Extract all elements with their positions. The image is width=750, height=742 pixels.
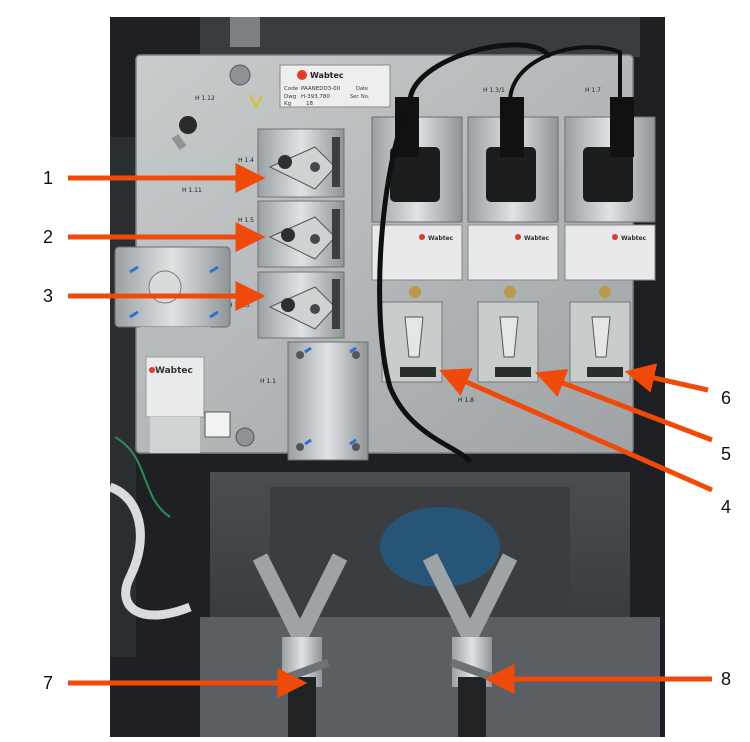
solenoid-valve-middle: Wabtec [467, 97, 559, 383]
tag-h11: H 1.1 [260, 378, 276, 385]
callout-number-8: 8 [720, 669, 731, 689]
solenoid-middle-logo-icon [515, 234, 521, 240]
test-point-key [171, 133, 187, 151]
cable-middle [508, 45, 622, 103]
arrow-6 [624, 363, 709, 393]
manifold-block-h11 [287, 341, 369, 461]
solenoid-valve-left: Wabtec [371, 97, 463, 383]
blue-seal-marks [129, 265, 219, 319]
plate-code-value: PAANEDD3-00 [301, 86, 341, 92]
tag-h111: H 1.11 [182, 187, 202, 194]
solenoid-right-brand: Wabtec [621, 235, 647, 242]
solenoid-left-brand: Wabtec [428, 235, 454, 242]
plate-brand: Wabtec [310, 71, 344, 80]
plate-code-label: Code [284, 86, 299, 92]
tag-h18: H 1.8 [458, 397, 474, 404]
nameplate: Wabtec Code PAANEDD3-00 Date Dwg H-393,7… [279, 64, 391, 108]
solenoid-middle-brand: Wabtec [524, 235, 550, 242]
solenoid-valve-right: Wabtec [564, 97, 656, 383]
wabtec-logo-icon [297, 70, 307, 80]
equipment-photo: Wabtec Code PAANEDD3-00 Date Dwg H-393,7… [110, 17, 665, 737]
tag-h15: H 1.5 [238, 217, 254, 224]
plate-dwg-label: Dwg [284, 94, 296, 100]
callout-number-4: 4 [720, 497, 731, 517]
green-wire [114, 436, 171, 518]
top-bracket [230, 17, 260, 47]
tag-h14: H 1.4 [238, 157, 254, 164]
callout-number-7: 7 [42, 673, 53, 693]
solenoid-right-logo-icon [612, 234, 618, 240]
callout-number-1: 1 [42, 168, 53, 188]
plate-kg-label: Kg [284, 101, 291, 107]
plate-kg-value: 18 [306, 101, 313, 107]
filter-brand: Wabtec [155, 366, 193, 376]
tag-h112: H 1.12 [195, 95, 215, 102]
pilot-valve-h153 [257, 271, 345, 339]
white-hose [110, 482, 192, 620]
plate-ser-label: Ser. No. [350, 94, 370, 100]
photo: Wabtec Code PAANEDD3-00 Date Dwg H-393,7… [110, 17, 665, 737]
filter-logo-icon [149, 367, 155, 373]
solenoid-left-logo-icon [419, 234, 425, 240]
callout-number-5: 5 [720, 444, 731, 464]
ball-valve-right [422, 553, 518, 737]
panel-bolt-top-left [229, 64, 251, 86]
plate-dwg-value: H-393,780 [301, 94, 330, 100]
plate-date-label: Date [356, 86, 368, 92]
test-point-h112 [179, 116, 197, 134]
qr-code [204, 411, 231, 438]
panel-bolt-bottom-left [235, 427, 255, 447]
pilot-valve-h14 [257, 128, 345, 198]
check-mark-yellow [249, 94, 263, 110]
callout-number-3: 3 [42, 286, 53, 306]
arrow-4 [439, 368, 714, 493]
arrow-5 [534, 369, 713, 443]
callout-number-2: 2 [42, 227, 53, 247]
filter-unit: Wabtec [114, 246, 231, 453]
callout-number-6: 6 [720, 388, 731, 408]
cable-bundle [377, 42, 553, 464]
tag-h17: H 1.7 [585, 87, 601, 94]
tag-h131: H 1.3/1 [483, 87, 505, 94]
blue-object [380, 507, 500, 587]
